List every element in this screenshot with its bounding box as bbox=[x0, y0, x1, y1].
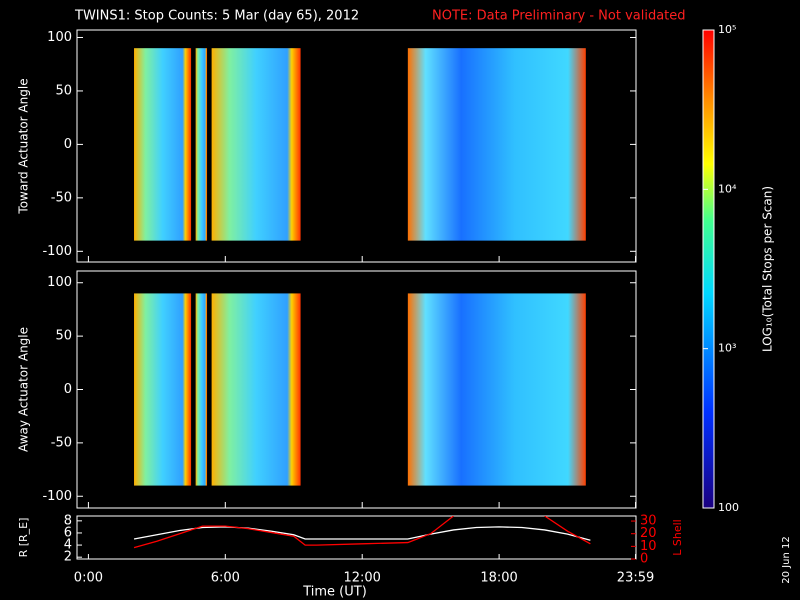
data-line bbox=[133, 526, 591, 541]
heatmap-block bbox=[195, 293, 208, 486]
y-tick-label: 0 bbox=[64, 382, 72, 397]
y-tick-label: -100 bbox=[42, 244, 72, 259]
y-axis-title: R [R_E] bbox=[17, 518, 30, 558]
x-axis-title: Time (UT) bbox=[302, 585, 367, 600]
y-tick-label: -100 bbox=[42, 489, 72, 504]
colorbar-tick-label: 10⁵ bbox=[718, 23, 736, 36]
y-tick-label: -50 bbox=[51, 190, 72, 205]
y2-tick-label: 10 bbox=[640, 539, 657, 554]
y-tick-label: 50 bbox=[55, 329, 72, 344]
x-tick-label: 0:00 bbox=[74, 571, 103, 586]
heatmap-block bbox=[407, 48, 586, 241]
y2-axis-title: L Shell bbox=[671, 519, 684, 555]
y-tick-label: 6 bbox=[64, 525, 72, 540]
colorbar-tick-label: 10⁴ bbox=[718, 182, 737, 195]
heatmap-block bbox=[211, 48, 301, 241]
date-stamp: 20 Jun 12 bbox=[781, 536, 792, 583]
y-tick-label: 100 bbox=[47, 275, 72, 290]
y-tick-label: 4 bbox=[64, 538, 72, 553]
x-tick-label: 6:00 bbox=[211, 571, 240, 586]
line-group bbox=[133, 516, 591, 549]
y-tick-label: -50 bbox=[51, 435, 72, 450]
chart-subtitle: NOTE: Data Preliminary - Not validated bbox=[432, 9, 686, 24]
data-line bbox=[133, 516, 591, 549]
panel-frame bbox=[76, 29, 637, 263]
heatmap-block bbox=[195, 48, 208, 241]
y-tick-label: 50 bbox=[55, 83, 72, 98]
heatmap-block bbox=[134, 293, 192, 486]
colorbar-label: LOG₁₀(Total Stops per Scan) bbox=[761, 186, 775, 352]
y-tick-label: 2 bbox=[64, 550, 72, 565]
colorbar-tick-label: 100 bbox=[718, 501, 739, 514]
chart-title: TWINS1: Stop Counts: 5 Mar (day 65), 201… bbox=[74, 9, 359, 24]
y-axis-title: Toward Actuator Angle bbox=[17, 78, 31, 214]
y2-tick-label: 20 bbox=[640, 526, 657, 541]
heatmap-block bbox=[211, 293, 301, 486]
x-tick-label: 12:00 bbox=[343, 571, 380, 586]
heatmap-block bbox=[134, 48, 192, 241]
y-tick-label: 0 bbox=[64, 137, 72, 152]
x-tick-label: 23:59 bbox=[617, 571, 654, 586]
y-tick-label: 8 bbox=[64, 513, 72, 528]
heatmap-block bbox=[407, 293, 586, 486]
colorbar-tick-label: 10³ bbox=[718, 342, 736, 355]
y2-tick-label: 0 bbox=[640, 552, 648, 567]
panel-frame bbox=[76, 515, 637, 560]
colorbar bbox=[702, 29, 715, 509]
x-tick-label: 18:00 bbox=[480, 571, 517, 586]
y2-tick-label: 30 bbox=[640, 514, 657, 529]
y-tick-label: 100 bbox=[47, 30, 72, 45]
y-axis-title: Away Actuator Angle bbox=[17, 327, 31, 452]
